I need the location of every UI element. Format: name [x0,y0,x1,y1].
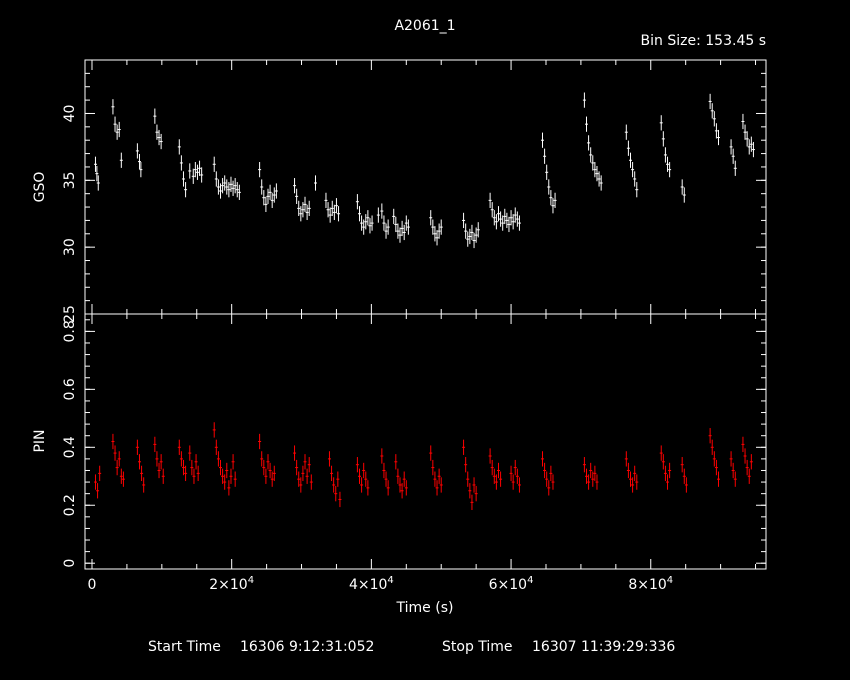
pin-panel: 0 0.2 0.4 0.6 0.8 0 2×104 4×104 6×104 8×104 [62,314,766,593]
x-tick-label: 0 [88,577,97,593]
y-tick-label: 0.8 [62,320,78,342]
time-axis-label: Time (s) [396,600,454,616]
stop-time-label: Stop Time [442,639,513,655]
gso-axis-label: GSO [32,172,48,203]
bin-size-annotation: Bin Size: 153.45 s [641,33,766,49]
y-tick-label: 40 [62,105,78,123]
stop-time-value: 16307 11:39:29:336 [532,639,675,655]
x-tick-label: 2×104 [209,575,254,593]
y-tick-label: 0.2 [62,494,78,516]
gso-panel: 25 30 35 40 [62,59,766,323]
start-time-label: Start Time [148,639,221,655]
y-tick-label: 0 [62,559,78,568]
pin-axis-label: PIN [32,429,48,452]
x-tick-label: 6×104 [489,575,534,593]
y-tick-label: 25 [62,305,78,323]
y-tick-label: 35 [62,171,78,189]
y-tick-label: 0.6 [62,378,78,400]
x-tick-label: 8×104 [628,575,673,593]
y-tick-label: 30 [62,238,78,256]
start-time-value: 16306 9:12:31:052 [240,639,374,655]
x-tick-label: 4×104 [349,575,394,593]
y-tick-label: 0.4 [62,436,78,458]
chart-title: A2061_1 [394,18,455,34]
